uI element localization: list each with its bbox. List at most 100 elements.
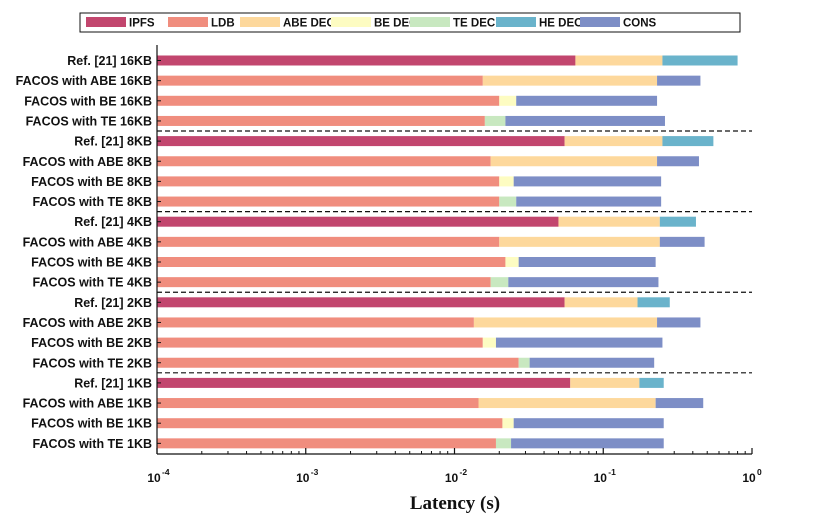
bar-segment-ldb — [157, 398, 479, 409]
category-label: FACOS with TE 2KB — [33, 356, 152, 370]
bar-segment-he-dec — [639, 377, 664, 388]
category-label: FACOS with BE 1KB — [31, 417, 152, 431]
legend: IPFS LDB ABE DEC BE DEC TE DEC HE DEC CONS — [79, 12, 741, 33]
bar-segment-ldb — [157, 317, 474, 328]
x-tick-exponent: -1 — [608, 467, 616, 477]
category-labels: Ref. [21] 16KB FACOS with ABE 16KB FACOS w… — [16, 54, 152, 451]
bar-segment-abe-dec — [558, 216, 660, 227]
bar-segment-ldb — [157, 438, 496, 449]
legend-swatch-abe-dec — [240, 17, 280, 27]
legend-label: HE DEC — [539, 18, 582, 30]
bar-segment-ldb — [157, 176, 500, 187]
bar-segment-be-dec — [505, 257, 519, 267]
category-label: FACOS with TE 8KB — [33, 195, 152, 209]
bar-segment-ldb — [157, 337, 483, 348]
bar-segment-be-dec — [499, 176, 514, 187]
bar-segment-be-dec — [502, 418, 514, 429]
axes: 10 -4 10 -3 10 -2 10 -1 10 0 — [147, 45, 762, 485]
legend-swatch-ipfs — [86, 17, 126, 27]
category-label: FACOS with BE 2KB — [31, 336, 152, 350]
category-label: FACOS with TE 1KB — [33, 437, 152, 451]
x-axis-title: Latency (s) — [410, 493, 500, 514]
bar-segment-ldb — [157, 257, 506, 267]
bar-segment-abe-dec — [575, 55, 663, 66]
bar-segment-ipfs — [157, 297, 565, 308]
bar-segment-he-dec — [662, 55, 738, 66]
bar-segment-cons — [659, 236, 705, 247]
bar-segment-cons — [657, 156, 699, 167]
bar-segment-te-dec — [518, 357, 530, 368]
bar-segment-ldb — [157, 115, 485, 126]
bar-segment-he-dec — [637, 297, 670, 308]
legend-swatch-he-dec — [496, 17, 536, 27]
bar-segment-ldb — [157, 95, 500, 106]
category-label: FACOS with BE 8KB — [31, 175, 152, 189]
bar-segment-be-dec — [482, 337, 496, 348]
bar-segment-abe-dec — [490, 156, 658, 167]
bar-segment-abe-dec — [482, 75, 658, 86]
bar-segment-cons — [655, 398, 704, 409]
bar-segment-cons — [516, 196, 662, 207]
bar-segment-he-dec — [662, 136, 714, 147]
bar-segment-cons — [657, 317, 701, 328]
bar-segment-te-dec — [499, 196, 517, 207]
category-label: Ref. [21] 8KB — [74, 135, 152, 149]
category-label: FACOS with ABE 4KB — [23, 235, 152, 249]
bar-segment-ipfs — [157, 216, 559, 227]
bar-segment-abe-dec — [564, 297, 638, 308]
legend-swatch-be-dec — [331, 17, 371, 27]
category-label: FACOS with ABE 16KB — [16, 74, 152, 88]
x-tick-exponent: 0 — [757, 467, 762, 477]
bar-segment-cons — [508, 277, 659, 288]
category-label: Ref. [21] 1KB — [74, 376, 152, 390]
bar-segment-abe-dec — [499, 236, 660, 247]
bar-segment-te-dec — [490, 277, 509, 288]
bar-segment-cons — [657, 75, 701, 86]
bar-segment-cons — [516, 95, 658, 106]
category-label: FACOS with TE 16KB — [26, 114, 152, 128]
bar-segment-abe-dec — [564, 136, 663, 147]
x-tick-label: 10 — [296, 471, 310, 485]
x-tick-exponent: -2 — [460, 467, 468, 477]
category-label: FACOS with ABE 1KB — [23, 397, 152, 411]
bar-segment-abe-dec — [570, 377, 640, 388]
bar-segment-cons — [513, 418, 664, 429]
x-tick-label: 10 — [742, 471, 756, 485]
category-label: FACOS with ABE 8KB — [23, 155, 152, 169]
category-label: FACOS with BE 4KB — [31, 256, 152, 270]
legend-label: CONS — [623, 18, 657, 30]
legend-swatch-cons — [580, 17, 620, 27]
bar-segment-ldb — [157, 277, 491, 288]
bar-segment-te-dec — [484, 115, 506, 126]
bar-segment-ldb — [157, 75, 483, 86]
bar-segment-cons — [518, 257, 656, 267]
bar-segment-ipfs — [157, 377, 571, 388]
bars — [157, 55, 738, 449]
bar-segment-cons — [495, 337, 663, 348]
bar-segment-be-dec — [499, 95, 517, 106]
legend-label: BE DEC — [374, 18, 417, 30]
legend-swatch-te-dec — [410, 17, 450, 27]
legend-label: IPFS — [129, 18, 155, 30]
category-label: FACOS with BE 16KB — [24, 94, 152, 108]
bar-segment-ldb — [157, 418, 503, 429]
legend-label: LDB — [211, 18, 235, 30]
bar-segment-cons — [529, 357, 655, 368]
category-label: Ref. [21] 16KB — [67, 54, 152, 68]
bar-segment-cons — [511, 438, 664, 449]
x-tick-label: 10 — [445, 471, 459, 485]
bar-segment-cons — [505, 115, 665, 126]
category-label: Ref. [21] 4KB — [74, 215, 152, 229]
x-tick-exponent: -3 — [311, 467, 319, 477]
category-label: Ref. [21] 2KB — [74, 296, 152, 310]
category-label: FACOS with TE 4KB — [33, 276, 152, 290]
group-separators — [157, 130, 752, 374]
bar-segment-ipfs — [157, 55, 576, 66]
bar-segment-te-dec — [495, 438, 512, 449]
legend-label: TE DEC — [453, 18, 495, 30]
bar-segment-ldb — [157, 196, 500, 207]
bar-segment-he-dec — [659, 216, 696, 227]
x-tick-exponent: -4 — [162, 467, 170, 477]
bar-segment-ipfs — [157, 136, 565, 147]
